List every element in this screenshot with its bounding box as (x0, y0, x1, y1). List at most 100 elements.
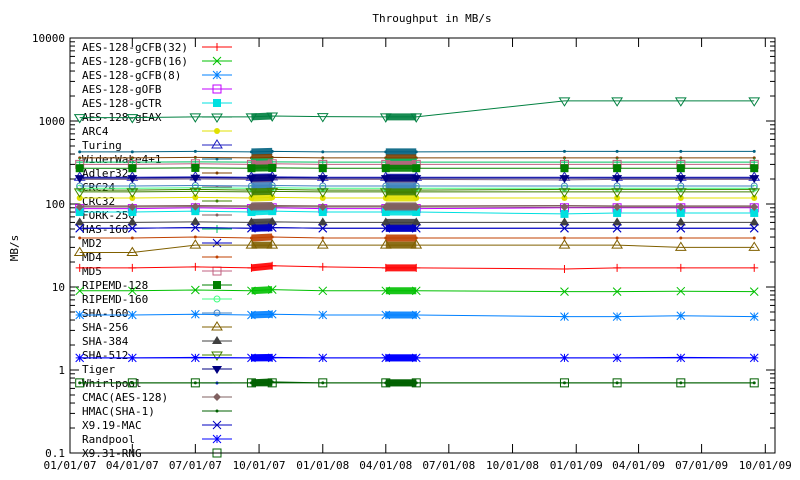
data-point-marker (245, 188, 258, 198)
data-point-marker (318, 203, 327, 212)
data-point-marker (191, 202, 200, 211)
data-point-marker (74, 175, 85, 184)
data-point-marker (613, 208, 622, 217)
data-point-marker (266, 112, 279, 122)
data-point-marker (750, 184, 758, 192)
data-point-marker (213, 309, 221, 317)
legend-entry: AES-128-gCFB(16) (82, 55, 232, 68)
data-point-marker (189, 239, 202, 249)
data-point-marker (411, 353, 421, 363)
data-point-marker (247, 223, 256, 233)
data-point-marker (212, 336, 222, 344)
data-point-marker (612, 287, 622, 296)
data-point-marker (270, 155, 274, 159)
legend-label: Turing (82, 139, 122, 152)
data-point-marker (316, 239, 329, 249)
data-point-marker (75, 203, 84, 212)
data-point-marker (318, 223, 328, 233)
data-point-marker (381, 286, 391, 296)
legend-entry: Adler32 (82, 167, 232, 180)
legend-entry: CMAC(AES-128) (82, 391, 232, 404)
data-point-marker (75, 263, 84, 272)
legend-label: CMAC(AES-128) (82, 391, 168, 404)
data-point-marker (615, 156, 619, 160)
data-point-marker (318, 353, 328, 363)
data-point-marker (749, 287, 759, 296)
series-line (79, 244, 755, 254)
y-tick-label: 10000 (32, 32, 65, 45)
data-point-marker (676, 378, 686, 388)
data-point-marker (190, 174, 201, 183)
data-point-marker (266, 187, 279, 198)
data-point-marker (78, 236, 82, 240)
data-point-marker (749, 353, 759, 363)
data-point-marker (612, 175, 623, 184)
data-point-marker (559, 378, 569, 388)
data-point-marker (674, 241, 687, 251)
data-point-marker (75, 208, 84, 217)
legend-entry: MD2 (82, 237, 232, 250)
data-point-marker (270, 149, 274, 153)
data-point-marker (127, 286, 137, 296)
series-line (79, 227, 755, 229)
legend-label: Randpool (82, 433, 135, 446)
series-adler32 (78, 153, 756, 162)
data-point-marker (381, 263, 390, 272)
data-point-marker (128, 184, 136, 192)
data-point-marker (213, 295, 221, 303)
legend-entry: HMAC(SHA-1) (82, 405, 232, 418)
data-point-marker (190, 216, 201, 225)
data-point-marker (321, 150, 325, 154)
series-band (251, 193, 273, 202)
data-point-marker (317, 175, 328, 184)
data-point-marker (562, 149, 566, 153)
data-point-marker (247, 310, 256, 320)
x-tick-label: 01/01/07 (44, 459, 97, 472)
legend-entry: HAS-160 (82, 223, 232, 236)
legend-label: AES-128-gCTR (82, 97, 162, 110)
legend-label: MD5 (82, 265, 102, 278)
series-sha-256 (73, 239, 761, 257)
data-point-marker (127, 353, 137, 363)
x-tick-label: 04/01/08 (359, 459, 412, 472)
series-aes-128-gcfb-8- (75, 309, 759, 321)
series-line (79, 207, 755, 210)
data-point-marker (316, 113, 329, 123)
data-point-marker (193, 149, 197, 153)
data-point-marker (749, 312, 759, 321)
data-point-marker (677, 184, 685, 192)
data-point-marker (562, 236, 566, 240)
series-ripemd-128 (75, 163, 759, 173)
legend-label: MD4 (82, 251, 102, 264)
data-point-marker (75, 310, 85, 320)
data-point-marker (247, 286, 256, 296)
data-point-marker (613, 203, 622, 212)
data-point-marker (214, 128, 220, 134)
data-point-marker (247, 353, 256, 363)
data-point-marker (679, 236, 683, 240)
data-point-marker (268, 261, 277, 270)
series-band (251, 218, 273, 226)
legend-label: SHA-256 (82, 321, 128, 334)
series-line (79, 289, 755, 293)
data-point-marker (611, 188, 624, 198)
legend-entry: CRC24 (82, 181, 232, 194)
data-point-marker (126, 114, 139, 124)
legend-entry: SHA-256 (82, 321, 232, 334)
data-point-marker (750, 164, 759, 173)
legend-entry: SHA-512 (82, 349, 232, 362)
data-point-marker (412, 164, 421, 173)
data-point-marker (215, 157, 219, 161)
data-point-marker (411, 378, 421, 388)
series-band (251, 147, 273, 156)
data-point-marker (748, 97, 761, 107)
data-point-marker (318, 378, 328, 388)
series-line (79, 100, 755, 119)
data-point-marker (247, 203, 256, 212)
data-point-marker (189, 187, 202, 198)
data-point-marker (379, 188, 392, 198)
data-point-marker (752, 149, 756, 153)
data-point-marker (247, 164, 256, 173)
data-point-marker (679, 156, 683, 160)
data-point-marker (78, 156, 82, 160)
